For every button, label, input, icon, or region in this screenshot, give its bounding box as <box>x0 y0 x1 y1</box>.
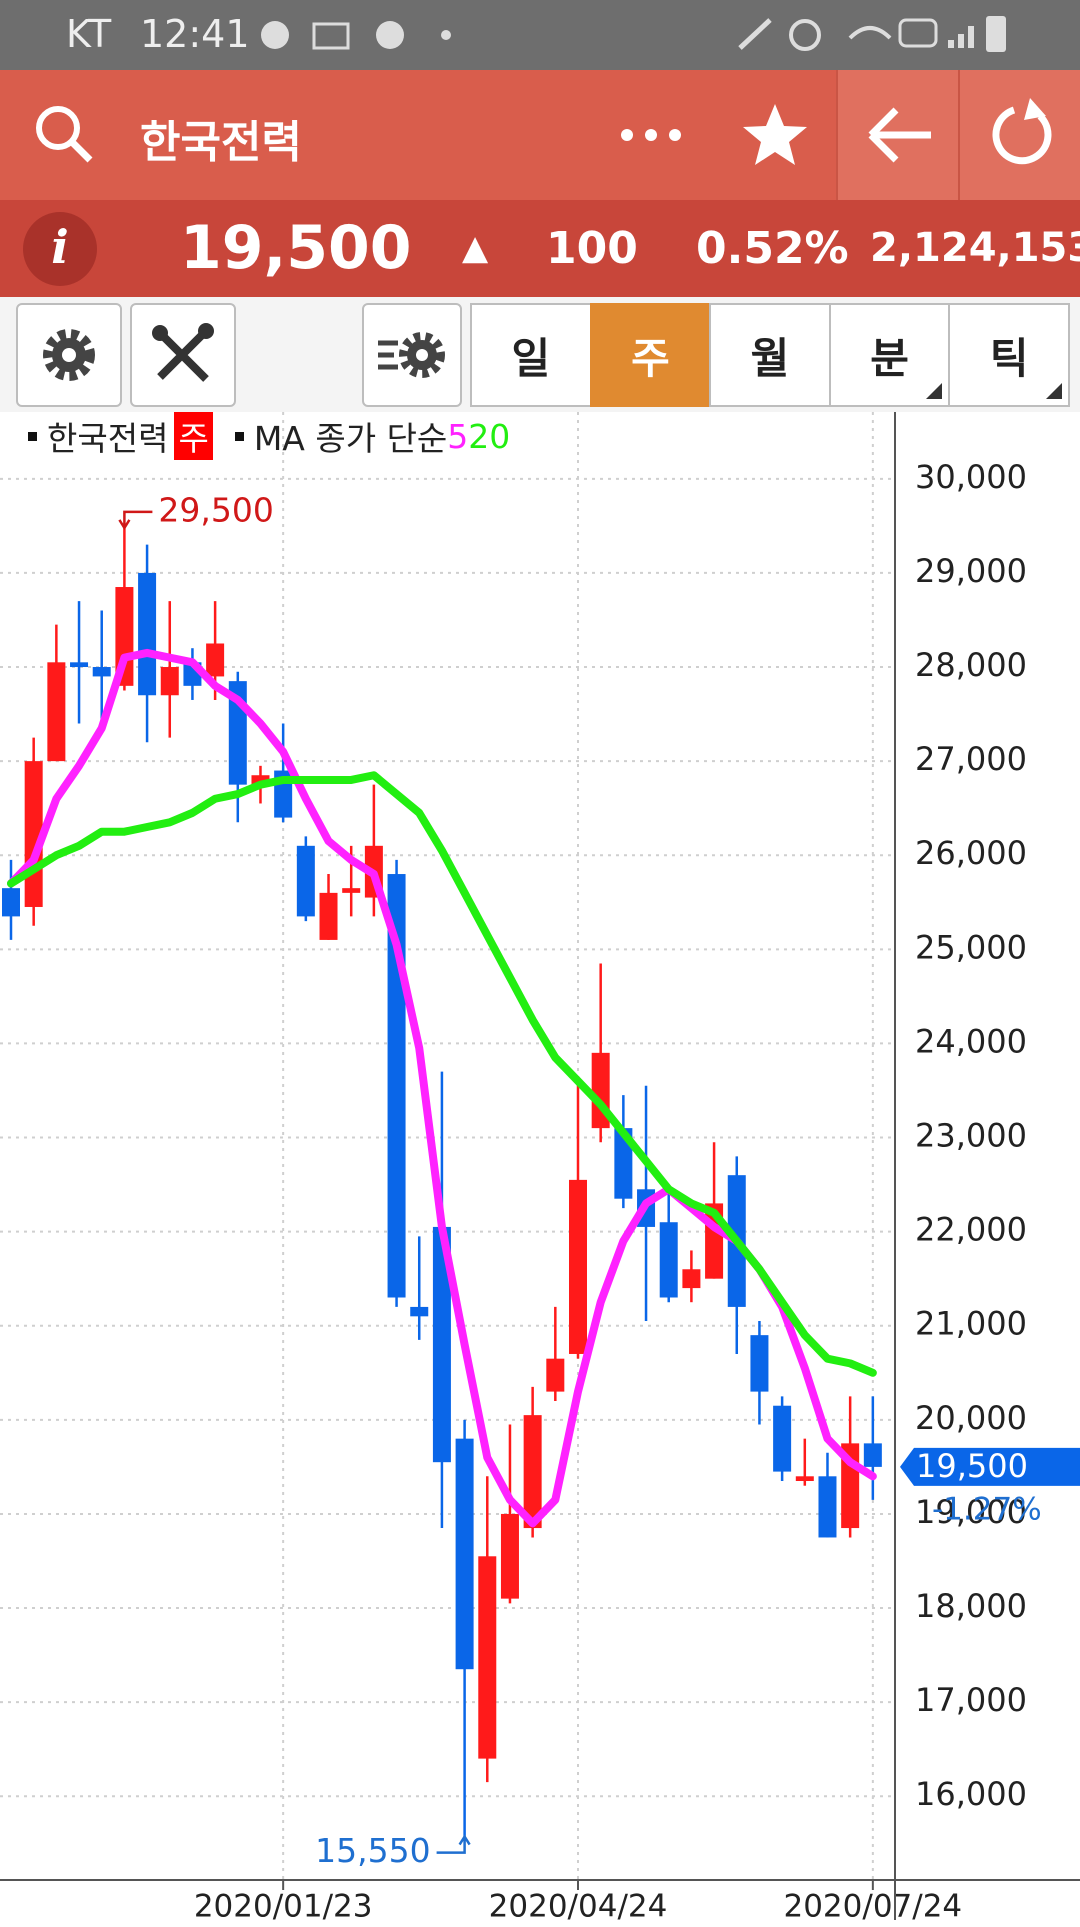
change-arrow: ▲ <box>462 228 489 268</box>
last-price-tag <box>900 1447 1080 1486</box>
high-label: 29,500 <box>158 490 273 529</box>
candle-body <box>863 1443 882 1467</box>
candle-body <box>2 888 20 917</box>
candle-body <box>500 1513 519 1599</box>
settings-button[interactable] <box>16 303 122 407</box>
legend-ma: MA 종가 단순 <box>253 419 448 458</box>
legend-marker <box>28 431 37 441</box>
legend-stock: 한국전력 <box>47 419 169 458</box>
indicator-settings-button[interactable] <box>362 303 462 407</box>
candle-body <box>818 1476 837 1538</box>
status-bar: KT 12:41 <box>0 0 1080 70</box>
tools-button[interactable] <box>130 303 236 407</box>
refresh-button[interactable] <box>958 70 1080 200</box>
candle-body <box>342 888 361 893</box>
svg-text:i: i <box>51 220 68 274</box>
search-button[interactable] <box>30 100 100 170</box>
change-percent: 0.52% <box>696 223 849 274</box>
last-change-label: -1.27% <box>932 1491 1042 1527</box>
candle-body <box>319 892 338 940</box>
candle-body <box>614 1128 633 1199</box>
period-button[interactable]: 일 <box>470 303 592 407</box>
candle-body <box>773 1405 792 1472</box>
indicator-icon <box>378 332 445 378</box>
candle-body <box>160 667 179 696</box>
stock-title: 한국전력 <box>140 117 302 168</box>
y-tick-label: 29,000 <box>915 552 1027 590</box>
candle-body <box>251 775 270 785</box>
back-button[interactable] <box>836 70 960 200</box>
candle-body <box>47 662 66 762</box>
y-tick-label: 30,000 <box>915 458 1027 496</box>
carrier: KT <box>66 12 112 56</box>
y-tick-label: 17,000 <box>915 1681 1027 1719</box>
info-button[interactable]: i <box>22 211 98 287</box>
legend-ma-20: 20 <box>468 416 511 456</box>
legend: 한국전력 주 MA 종가 단순 5 20 <box>20 412 511 460</box>
legend-ma-5: 5 <box>447 416 469 456</box>
period-button[interactable]: 주 <box>589 303 712 407</box>
y-tick-label: 18,000 <box>915 1587 1027 1625</box>
x-tick-label: 2020/04/24 <box>489 1889 668 1925</box>
candle-body <box>70 662 89 668</box>
high-marker <box>118 510 153 531</box>
candle-body <box>750 1335 769 1392</box>
candle-body <box>455 1438 474 1670</box>
clock: 12:41 <box>140 12 250 56</box>
candle-body <box>659 1222 678 1298</box>
dropdown-indicator <box>1045 383 1062 399</box>
candle-body <box>795 1476 814 1482</box>
legend-period: 주 <box>174 412 213 460</box>
period-button[interactable]: 월 <box>709 303 831 407</box>
candle-body <box>432 1226 451 1463</box>
more-button[interactable] <box>615 115 695 155</box>
x-tick-label: 2020/07/24 <box>783 1889 962 1925</box>
period-button[interactable]: 틱 <box>948 303 1070 407</box>
candle-body <box>569 1179 587 1354</box>
legend-marker <box>234 431 244 441</box>
quote-bar: i 19,500 ▲ 100 0.52% 2,124,153 <box>0 200 1080 297</box>
gear-icon <box>43 329 95 381</box>
y-tick-label: 22,000 <box>915 1211 1027 1249</box>
y-tick-label: 24,000 <box>915 1022 1027 1060</box>
low-label: 15,550 <box>315 1831 430 1870</box>
y-tick-label: 25,000 <box>915 928 1027 966</box>
y-tick-label: 19,000 <box>915 1493 1027 1531</box>
candle-body <box>206 643 225 677</box>
x-tick-label: 2020/01/23 <box>194 1889 373 1925</box>
refresh-icon <box>992 98 1052 165</box>
y-tick-label: 16,000 <box>915 1775 1027 1813</box>
tools-icon <box>152 323 214 382</box>
ma-line <box>7 771 877 1377</box>
y-tick-label: 21,000 <box>915 1305 1027 1343</box>
candle-body <box>138 572 157 696</box>
change: 100 <box>546 223 638 274</box>
period-button[interactable]: 분 <box>828 303 951 407</box>
candle-body <box>92 667 111 677</box>
y-tick-label: 23,000 <box>915 1117 1027 1155</box>
dropdown-indicator <box>926 383 943 399</box>
low-marker <box>436 1834 471 1854</box>
price: 19,500 <box>180 213 412 283</box>
y-tick-label: 20,000 <box>915 1399 1027 1437</box>
back-icon <box>868 107 931 163</box>
candle-body <box>682 1269 701 1289</box>
y-tick-label: 26,000 <box>915 834 1027 872</box>
candle-body <box>296 845 315 917</box>
app-header: 한국전력 <box>0 70 1080 200</box>
candle-body <box>546 1358 565 1392</box>
y-tick-label: 27,000 <box>915 740 1027 778</box>
candle-body <box>523 1415 542 1529</box>
status-icons <box>261 16 1006 52</box>
last-price-label: 19,500 <box>916 1447 1028 1485</box>
candle-body <box>410 1306 429 1317</box>
volume: 2,124,153 <box>870 225 1080 271</box>
y-tick-label: 28,000 <box>915 646 1027 684</box>
favorite-button[interactable] <box>740 100 810 170</box>
candle-body <box>478 1556 497 1759</box>
